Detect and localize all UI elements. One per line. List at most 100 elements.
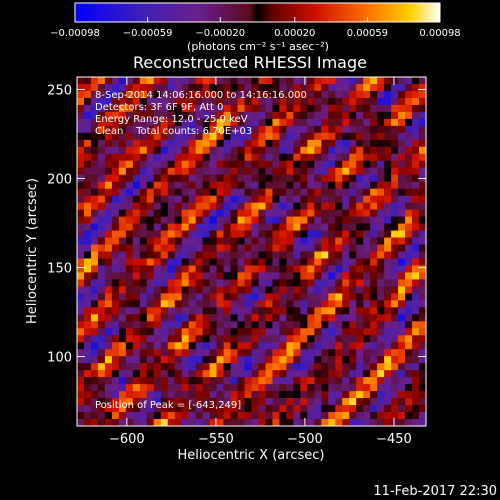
- heatmap-cell: [307, 356, 315, 364]
- heatmap-cell: [293, 328, 301, 336]
- heatmap-cell: [244, 174, 252, 182]
- heatmap-cell: [300, 77, 308, 85]
- heatmap-cell: [265, 356, 273, 364]
- x-tick-label: −500: [287, 432, 323, 447]
- heatmap-cell: [265, 335, 273, 343]
- heatmap-cell: [244, 237, 252, 245]
- heatmap-cell: [272, 265, 280, 273]
- heatmap-cell: [83, 370, 92, 378]
- heatmap-cell: [349, 132, 357, 141]
- heatmap-cell: [188, 104, 196, 113]
- heatmap-cell: [335, 146, 343, 155]
- heatmap-cell: [265, 258, 273, 266]
- heatmap-cell: [146, 104, 155, 113]
- heatmap-cell: [77, 195, 85, 203]
- heatmap-cell: [90, 111, 99, 120]
- heatmap-cell: [314, 265, 322, 273]
- heatmap-cell: [293, 342, 301, 350]
- heatmap-cell: [223, 167, 231, 176]
- heatmap-cell: [104, 104, 113, 113]
- heatmap-cell: [265, 139, 273, 148]
- heatmap-cell: [111, 405, 120, 413]
- heatmap-cell: [307, 244, 315, 252]
- heatmap-cell: [349, 111, 357, 120]
- heatmap-cell: [328, 258, 336, 266]
- heatmap-cell: [391, 342, 399, 350]
- heatmap-cell: [419, 139, 427, 148]
- heatmap-cell: [244, 223, 252, 231]
- heatmap-cell: [188, 216, 196, 224]
- heatmap-cell: [328, 265, 336, 273]
- heatmap-cell: [83, 286, 92, 294]
- heatmap-cell: [356, 328, 364, 336]
- heatmap-cell: [146, 174, 155, 182]
- heatmap-cell: [335, 363, 343, 371]
- heatmap-cell: [377, 293, 385, 301]
- heatmap-cell: [321, 412, 329, 420]
- heatmap-cell: [111, 356, 120, 364]
- heatmap-cell: [83, 342, 92, 350]
- heatmap-cell: [342, 321, 350, 329]
- heatmap-cell: [307, 97, 315, 106]
- heatmap-cell: [125, 384, 134, 392]
- heatmap-cell: [223, 265, 231, 273]
- heatmap-cell: [216, 132, 224, 141]
- heatmap-cell: [216, 77, 224, 85]
- heatmap-cell: [356, 335, 364, 343]
- heatmap-cell: [237, 181, 245, 189]
- heatmap-cell: [223, 202, 231, 210]
- heatmap-cell: [195, 90, 203, 99]
- heatmap-cell: [223, 153, 231, 162]
- heatmap-cell: [104, 139, 113, 148]
- heatmap-cell: [314, 356, 322, 364]
- heatmap-cell: [363, 230, 371, 238]
- heatmap-cell: [223, 244, 231, 252]
- heatmap-cell: [335, 139, 343, 148]
- heatmap-cell: [412, 335, 420, 343]
- heatmap-cell: [356, 244, 364, 252]
- heatmap-cell: [216, 111, 224, 120]
- y-tick-label: 200: [47, 172, 72, 187]
- heatmap-cell: [335, 202, 343, 210]
- heatmap-cell: [216, 384, 224, 392]
- heatmap-cell: [321, 244, 329, 252]
- heatmap-cell: [335, 167, 343, 176]
- heatmap-cell: [251, 377, 259, 385]
- heatmap-cell: [363, 132, 371, 141]
- heatmap-cell: [77, 321, 85, 329]
- heatmap-cell: [342, 258, 350, 266]
- heatmap-cell: [118, 230, 127, 238]
- heatmap-cell: [258, 118, 266, 127]
- heatmap-cell: [153, 160, 162, 169]
- heatmap-cell: [251, 405, 259, 413]
- heatmap-cell: [377, 251, 385, 259]
- heatmap-cell: [363, 160, 371, 169]
- heatmap-cell: [251, 202, 259, 210]
- heatmap-cell: [321, 237, 329, 245]
- heatmap-cell: [272, 195, 280, 203]
- heatmap-cell: [139, 251, 148, 259]
- heatmap-cell: [419, 321, 427, 329]
- heatmap-cell: [146, 90, 155, 99]
- heatmap-cell: [377, 321, 385, 329]
- heatmap-cell: [370, 181, 378, 189]
- heatmap-cell: [279, 209, 287, 217]
- heatmap-cell: [279, 419, 287, 427]
- heatmap-cell: [370, 209, 378, 217]
- heatmap-cell: [83, 160, 92, 169]
- heatmap-cell: [153, 132, 162, 141]
- heatmap-cell: [146, 258, 155, 266]
- heatmap-cell: [139, 272, 148, 280]
- heatmap-cell: [279, 349, 287, 357]
- heatmap-cell: [160, 272, 169, 280]
- heatmap-cell: [132, 307, 141, 315]
- heatmap-cell: [146, 412, 155, 420]
- heatmap-cell: [279, 412, 287, 420]
- heatmap-cell: [258, 384, 266, 392]
- heatmap-cell: [139, 104, 148, 113]
- heatmap-cell: [342, 265, 350, 273]
- heatmap-cell: [118, 118, 127, 127]
- heatmap-cell: [405, 216, 413, 224]
- heatmap-cell: [335, 265, 343, 273]
- heatmap-cell: [160, 174, 169, 182]
